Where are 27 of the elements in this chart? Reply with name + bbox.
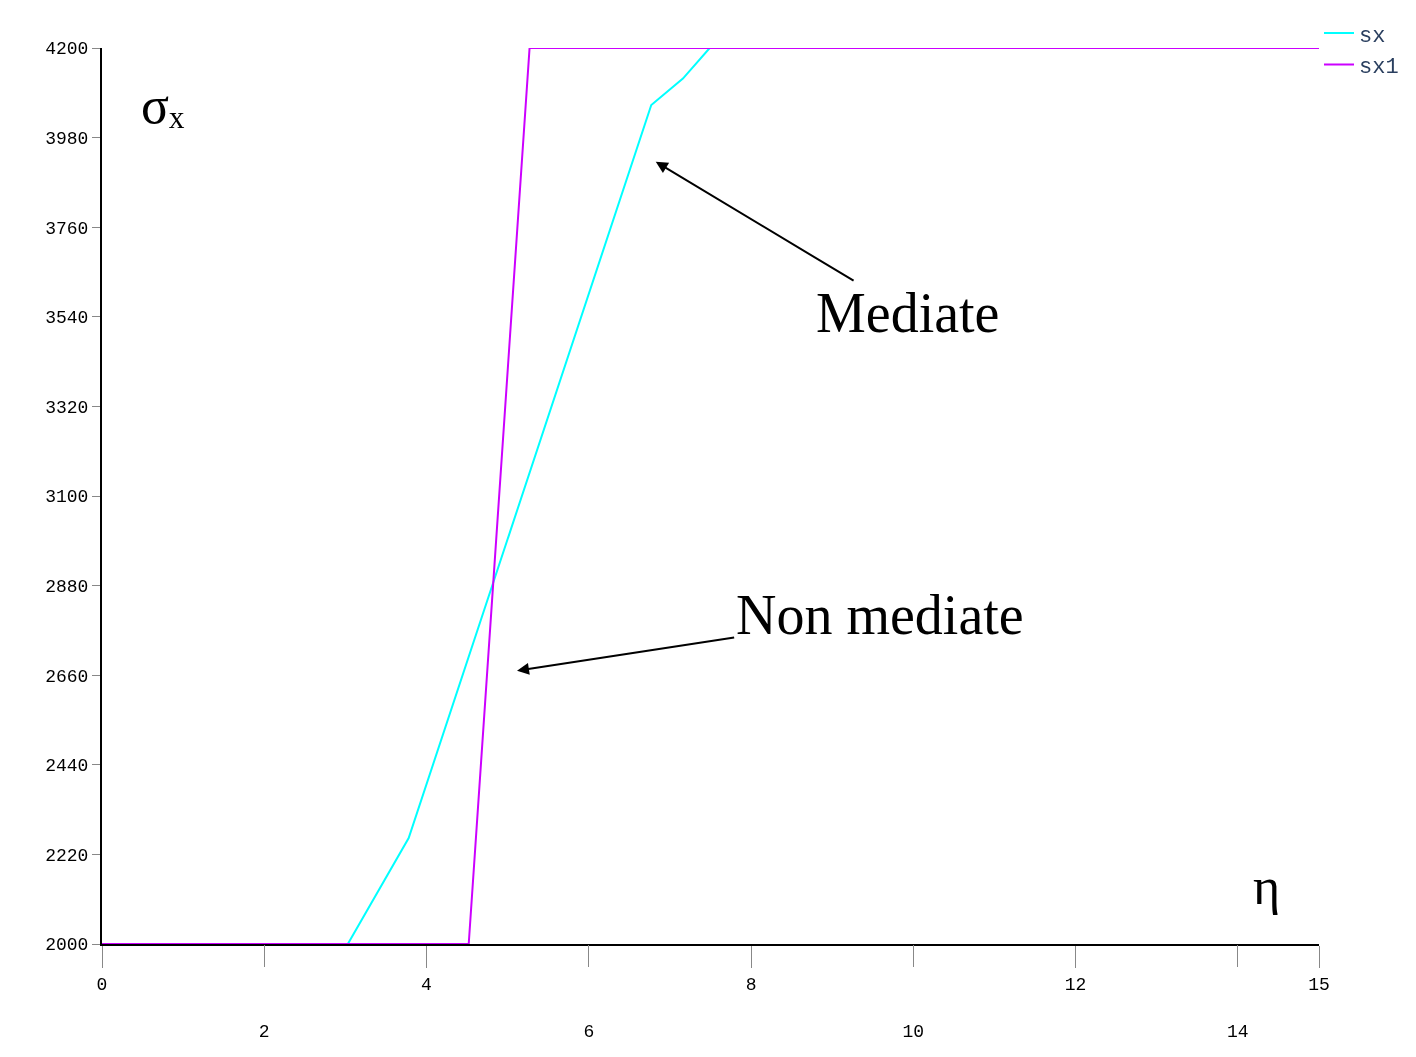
- y-axis-title: σₓ: [141, 77, 186, 134]
- y-tick-label: 3980: [45, 128, 89, 149]
- annotation: Non mediate: [736, 584, 1024, 646]
- y-tick-label: 3540: [45, 308, 89, 329]
- legend-label: sx: [1359, 23, 1386, 49]
- y-tick-label: 3760: [45, 218, 89, 239]
- x-axis-title: η: [1253, 858, 1281, 915]
- x-tick-label: 8: [745, 974, 757, 995]
- x-tick-label: 12: [1064, 974, 1087, 995]
- x2-tick-label: 2: [258, 1021, 270, 1042]
- x-tick-label: 15: [1308, 974, 1330, 995]
- line-series: [102, 48, 1319, 944]
- y-tick-label: 2880: [45, 576, 89, 597]
- y-tick-label: 4200: [45, 39, 89, 60]
- y-tick-label: 2220: [45, 845, 89, 866]
- x2-tick-label: 14: [1227, 1021, 1249, 1042]
- annotation: Mediate: [816, 282, 1000, 344]
- y-tick-label: 2440: [45, 756, 89, 777]
- x2-tick-label: 6: [583, 1021, 595, 1042]
- y-tick-label: 2000: [45, 935, 89, 956]
- y-tick-label: 3320: [45, 397, 89, 418]
- x-tick-label: 4: [421, 974, 432, 995]
- x-tick-label: 0: [96, 974, 108, 995]
- legend-label: sx1: [1359, 55, 1399, 81]
- y-tick-label: 2660: [45, 666, 89, 687]
- x2-tick-label: 10: [902, 1021, 925, 1042]
- y-tick-label: 3100: [45, 487, 89, 508]
